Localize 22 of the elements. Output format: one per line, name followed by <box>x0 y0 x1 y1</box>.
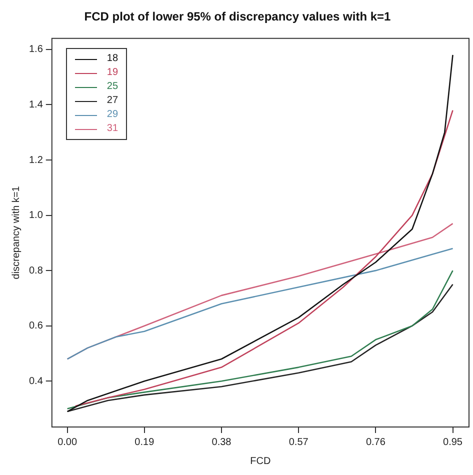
legend-label: 18 <box>106 52 118 66</box>
x-axis-title: FCD <box>250 456 271 467</box>
legend-label: 31 <box>106 122 118 136</box>
chart-title: FCD plot of lower 95% of discrepancy values with k=1 <box>84 10 392 24</box>
legend-label: 25 <box>106 80 118 94</box>
legend-label: 29 <box>106 108 118 122</box>
x-tick-label: 0.19 <box>134 436 155 448</box>
x-tick-label: 0.95 <box>443 436 463 448</box>
y-tick-label: 1.6 <box>28 44 44 56</box>
legend-label: 19 <box>106 66 118 80</box>
y-tick-label: 0.6 <box>28 320 44 332</box>
x-tick-label: 0.00 <box>58 436 78 448</box>
x-tick-label: 0.57 <box>288 436 309 448</box>
y-axis-title: discrepancy with k=1 <box>10 186 22 280</box>
x-tick-label: 0.76 <box>366 436 386 448</box>
x-tick-label: 0.38 <box>212 436 232 448</box>
legend-label: 27 <box>106 94 118 108</box>
y-tick-label: 0.8 <box>28 265 44 276</box>
y-tick-label: 1.0 <box>28 210 44 222</box>
y-tick-label: 0.4 <box>28 376 44 387</box>
y-tick-label: 1.4 <box>28 99 44 110</box>
y-tick-label: 1.2 <box>28 154 44 166</box>
